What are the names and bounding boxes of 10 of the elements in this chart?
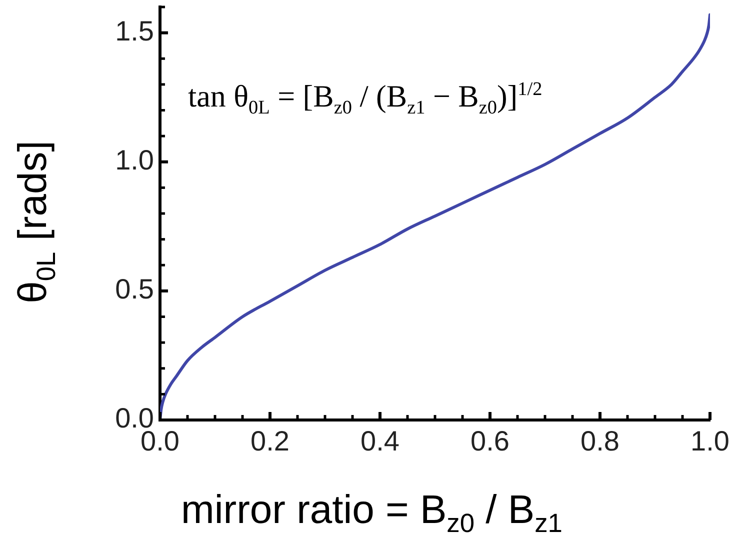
x-tick-label: 0.6 [470,426,510,457]
x-axis-title: mirror ratio = B$_{z0}$ / B$_{z1}$ [181,488,562,538]
y-tick-label: 1.5 [115,16,154,47]
text: tan θ$_{0L}$ = [B$_{z0}$ / (B$_{z1}$ − B$_{z0}$)]$^{1/2}$ [188,78,542,119]
y-tick-label: 0.5 [115,274,154,305]
x-tick-label: 0.8 [580,426,620,457]
y-tick-label: 1.0 [115,144,154,176]
x-tick-label: 1.0 [690,426,730,457]
x-tick-label: 0.2 [250,426,290,457]
x-tick-label: 0.4 [360,426,400,457]
